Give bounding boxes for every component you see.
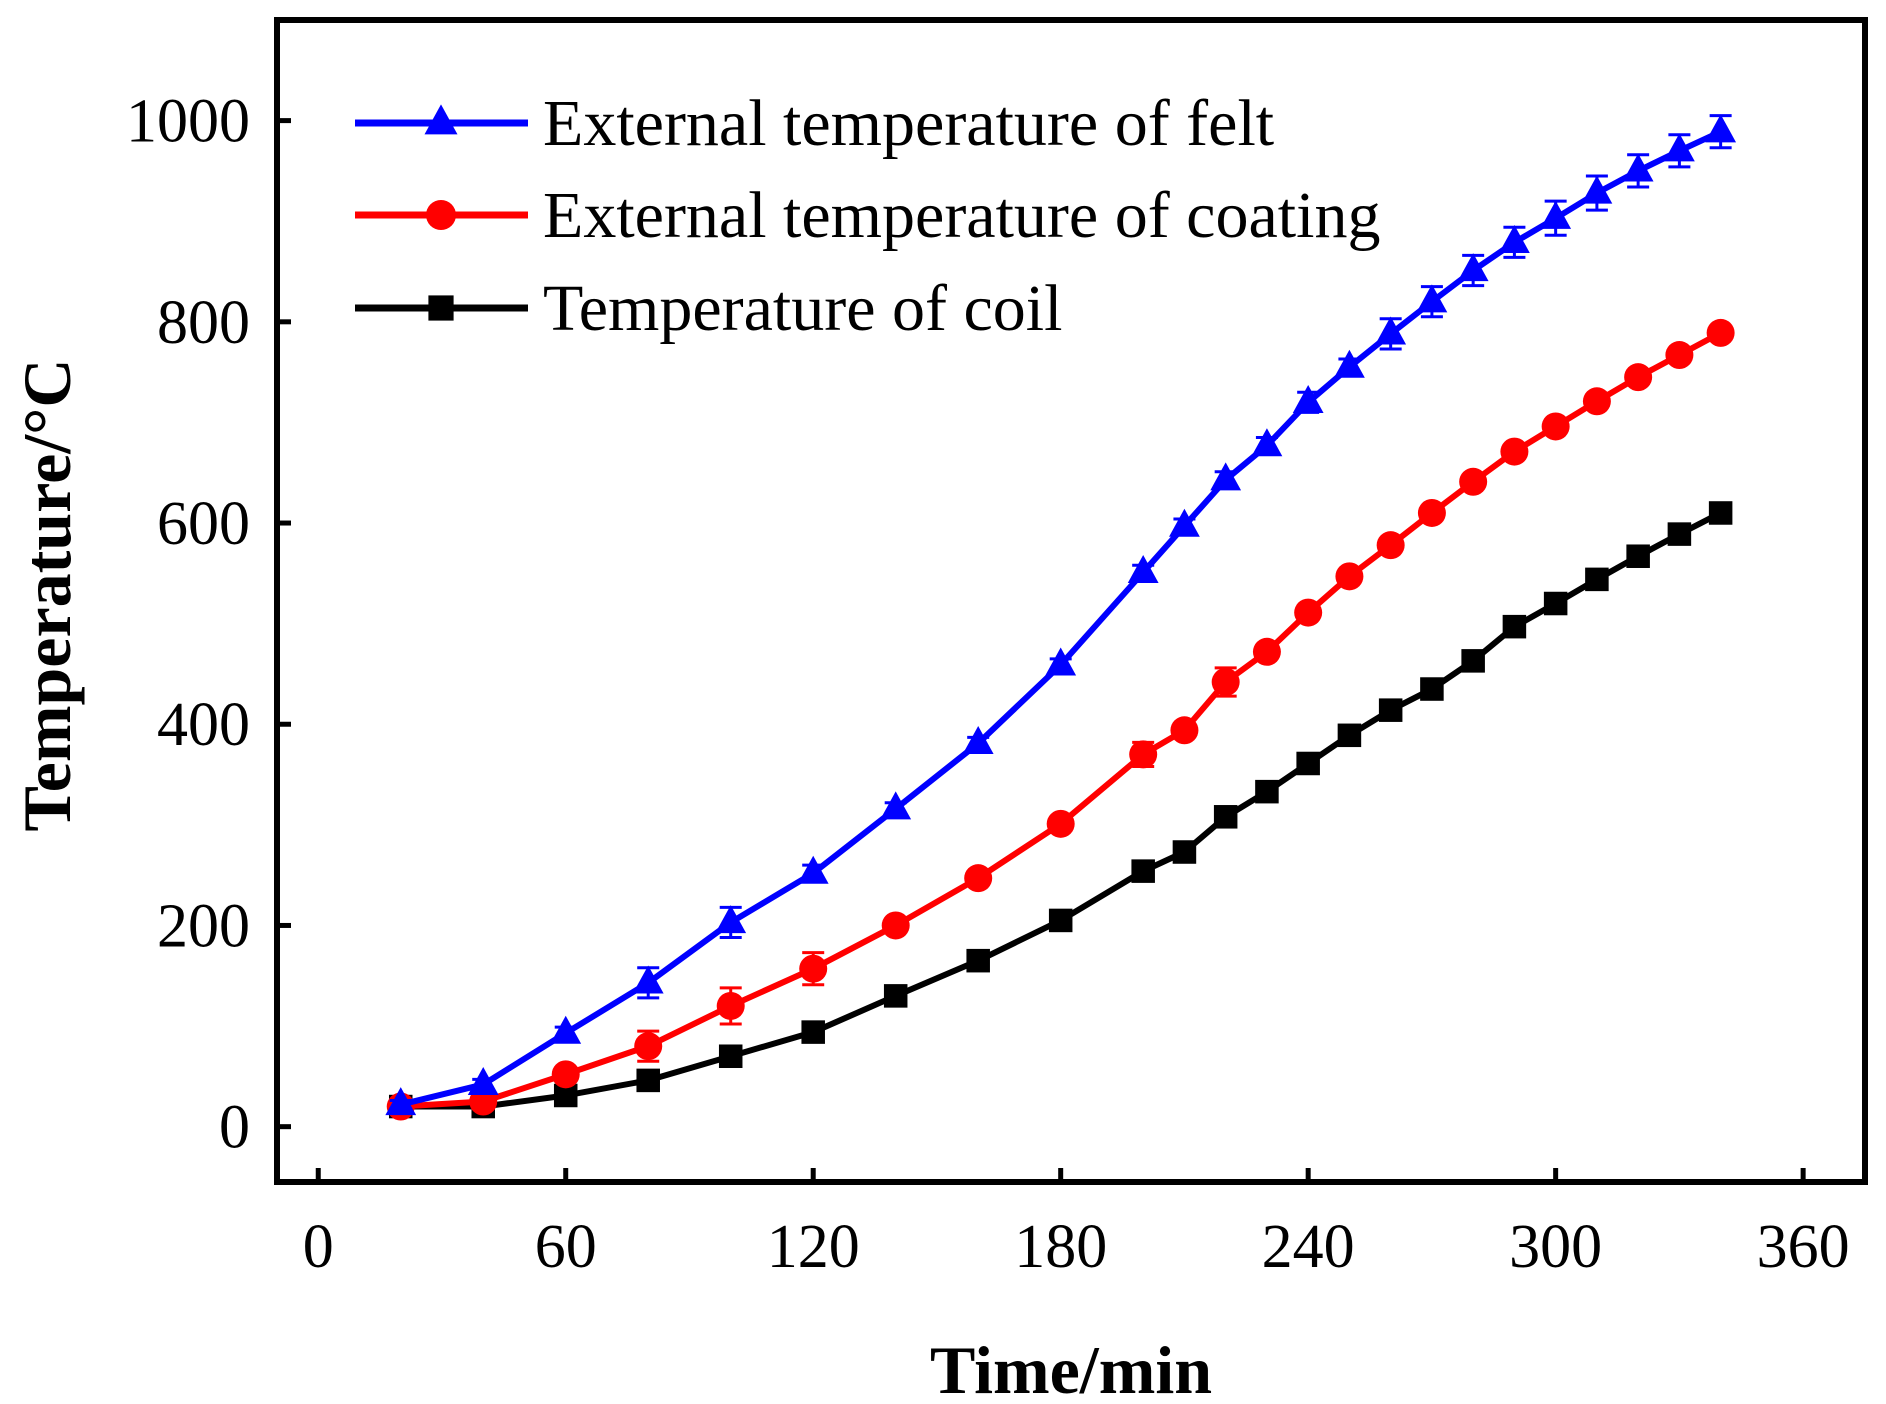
data-point [883, 984, 908, 1008]
x-axis-title: Time/min [930, 1332, 1212, 1404]
data-point [550, 1015, 582, 1044]
x-tick-label: 240 [1262, 1213, 1355, 1281]
data-point [1499, 224, 1530, 253]
data-point [636, 1068, 660, 1093]
data-point [1334, 349, 1365, 378]
y-tick-label: 1000 [126, 88, 250, 156]
data-point [1582, 387, 1611, 416]
x-tick-label: 180 [1014, 1213, 1107, 1281]
legend-marker [428, 295, 454, 321]
data-point [634, 1032, 663, 1061]
data-point [1255, 779, 1279, 804]
data-point [1131, 859, 1155, 883]
plot-frame [274, 17, 1868, 1185]
data-point [1543, 591, 1568, 616]
data-point [799, 954, 828, 983]
y-tick-label: 800 [157, 289, 250, 357]
data-point [467, 1067, 499, 1096]
data-point [1296, 751, 1320, 776]
data-point [716, 991, 745, 1020]
data-point [1706, 318, 1735, 347]
data-point [1251, 428, 1283, 457]
data-point [385, 1087, 417, 1116]
data-point [962, 725, 994, 754]
data-point [801, 1020, 825, 1044]
data-point [881, 911, 910, 940]
data-point [1172, 840, 1197, 864]
data-point [553, 1083, 578, 1108]
axis-layer: 0 60 120 180 240 300 360 0 200 400 600 800 1000 [126, 88, 1850, 1281]
x-tick-label: 60 [535, 1213, 597, 1281]
data-point [1210, 462, 1242, 491]
data-point [1211, 667, 1240, 696]
data-point [1581, 175, 1613, 204]
data-point [1045, 647, 1077, 676]
data-point [1378, 698, 1403, 722]
data-point [718, 1044, 743, 1069]
data-point [715, 905, 747, 934]
data-point [1213, 805, 1238, 829]
data-point [1046, 809, 1075, 838]
data-point [1459, 467, 1488, 496]
data-point [1705, 114, 1737, 143]
data-point [1585, 567, 1609, 592]
data-point [1663, 133, 1695, 162]
y-tick-label: 0 [219, 1094, 250, 1162]
data-point [1129, 740, 1158, 769]
data-point [1170, 716, 1199, 745]
legend-label: External temperature of felt [543, 87, 1274, 160]
data-point [1667, 522, 1692, 546]
x-tick-label: 120 [767, 1213, 860, 1281]
data-point [1541, 412, 1570, 441]
data-point [1540, 200, 1572, 229]
data-point [1292, 384, 1324, 413]
data-point [1416, 284, 1448, 313]
data-point [1048, 908, 1073, 933]
data-point [1708, 501, 1733, 525]
data-point [1420, 677, 1444, 701]
data-point [964, 864, 993, 893]
legend-marker [424, 104, 458, 135]
y-tick-label: 200 [157, 892, 250, 960]
data-point [1461, 649, 1485, 673]
data-point [1500, 437, 1529, 466]
data-point [1337, 723, 1362, 748]
legend-marker [426, 200, 456, 230]
data-point [1502, 614, 1527, 639]
legend-label: Temperature of coil [543, 272, 1062, 345]
data-point [1169, 508, 1200, 537]
data-point [1665, 341, 1694, 370]
legend: External temperature of felt External tem… [355, 87, 1380, 345]
x-tick-label: 300 [1509, 1213, 1602, 1281]
x-tick-label: 360 [1757, 1213, 1850, 1281]
data-point [1375, 316, 1407, 345]
data-point [1457, 253, 1489, 282]
data-point [797, 855, 829, 884]
data-point [880, 791, 912, 820]
y-tick-label: 400 [157, 691, 250, 759]
data-point [632, 965, 664, 994]
data-point [1417, 498, 1446, 527]
y-tick-label: 600 [157, 490, 250, 558]
y-axis-title: Temperature/°C [9, 359, 85, 832]
data-point [966, 948, 990, 973]
data-point [1626, 544, 1650, 568]
data-point [1376, 531, 1405, 560]
x-tick-label: 0 [303, 1213, 334, 1281]
data-point [551, 1060, 580, 1089]
legend-label: External temperature of coating [543, 179, 1380, 252]
data-point [1624, 363, 1653, 392]
data-point [1294, 598, 1323, 627]
data-point [1622, 153, 1654, 182]
series-layer [385, 114, 1737, 1121]
data-point [1127, 554, 1159, 583]
data-point [1252, 637, 1281, 666]
series-triangle [385, 114, 1737, 1116]
data-point [1335, 562, 1364, 591]
